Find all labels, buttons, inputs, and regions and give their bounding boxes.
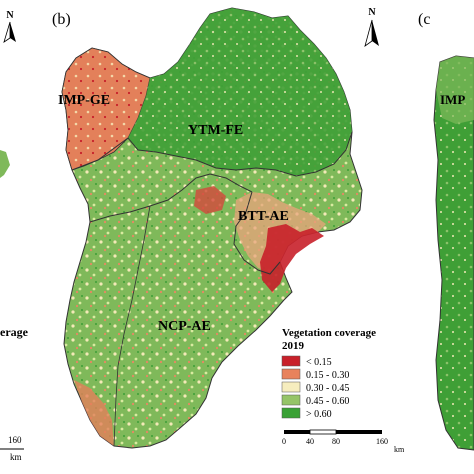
boundary-ncp-internal [113,205,151,447]
scale-tick-160: 160 [376,437,388,446]
legend-title-fragment: erage [0,325,29,339]
scale-tick-40: 40 [306,437,314,446]
region-label-btt-ae: BTT-AE [238,209,289,224]
legend-label-3: 0.45 - 0.60 [306,396,349,407]
north-arrow: N [364,7,379,47]
panel-b: (b) IMP-GE YTM-FE BTT-AE NCP-AE N Vegeta [52,7,405,454]
right-imp-area [436,56,474,124]
scale-tick-0: 0 [282,437,286,446]
legend-label-0: < 0.15 [306,357,332,368]
panel-label-b: (b) [52,11,71,28]
boundary-btt-west [233,191,281,275]
north-label-left: N [6,10,14,21]
boundary-ncp-north [89,173,253,223]
legend-swatch-0 [281,355,301,367]
region-ytm-fe-area [128,8,352,176]
scale-unit-left: km [10,452,22,462]
scale-seg-2 [309,429,337,435]
region-label-imp-ge: IMP-GE [58,93,110,108]
legend-label-1: 0.15 - 0.30 [306,370,349,381]
scale-bar: 0 40 80 160 km [282,429,405,454]
scale-tick-80: 80 [332,437,340,446]
legend-swatch-1 [281,368,301,380]
legend-label-2: 0.30 - 0.45 [306,383,349,394]
legend-title: Vegetation coverage [282,327,376,339]
legend-swatch-3 [281,394,301,406]
scale-seg-3 [336,430,382,434]
urban-red-patch [194,186,226,214]
north-label: N [368,7,376,18]
left-panel-fragment: N erage 160 km [0,10,29,462]
north-arrow-left: N [3,10,16,43]
coastal-red-zone [260,224,324,292]
boundary-north [71,131,353,177]
southern-orange-zone [74,380,114,446]
region-label-ytm-fe: YTM-FE [188,123,243,138]
scale-tick-left: 160 [8,435,22,445]
panel-c-fragment: (c IMP [418,11,474,451]
region-label-imp-fragment: IMP [440,92,465,107]
legend-label-4: > 0.60 [306,409,332,420]
legend: Vegetation coverage 2019 < 0.15 0.15 - 0.… [281,327,376,420]
legend-swatch-4 [281,407,301,419]
right-map-sliver [433,55,474,451]
scale-seg-1 [284,430,310,434]
panel-label-c: (c [418,11,430,28]
legend-year: 2019 [282,340,305,352]
scale-unit: km [394,445,405,454]
region-label-ncp-ae: NCP-AE [158,319,211,334]
left-map-sliver [0,150,10,178]
legend-swatch-2 [281,381,301,393]
